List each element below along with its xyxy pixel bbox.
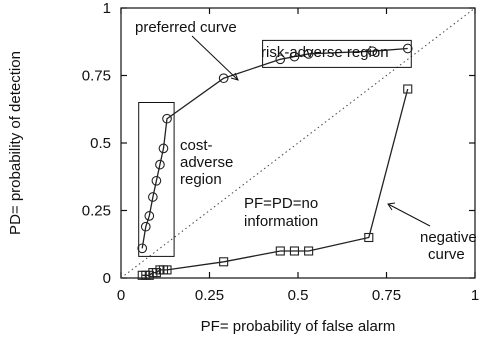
data-point [303,49,314,59]
x-tick-label: 0.5 [288,287,309,304]
data-point [155,159,165,170]
data-point [402,43,413,54]
no-information-annotation-line2: information [244,213,318,230]
x-tick-label: 0.75 [372,287,401,304]
negative-curve-arrow [387,203,431,227]
data-point [289,246,300,256]
data-point [218,73,229,84]
region-box [138,102,175,257]
negative-curve-arrowhead [387,202,396,211]
x-axis-label: PF= probability of false alarm [201,318,396,335]
y-tick-label: 0.75 [82,68,111,85]
no-information-annotation-line1: PF=PD=no [244,195,318,212]
y-tick-label: 0.5 [90,135,111,152]
region-box [262,39,412,68]
cost-adverse-annotation-line1: cost- [180,137,213,154]
y-axis: 0 0.25 0.5 0.75 1 [82,0,475,287]
data-point [275,246,285,256]
data-point [137,243,148,254]
data-point [162,265,172,275]
data-point [148,192,158,202]
region-boxes [138,39,412,257]
x-tick-label: 1 [471,287,479,304]
data-point [219,257,229,267]
data-point [304,246,314,256]
y-axis-label: PD= probability of detection [7,51,24,235]
series-group [137,43,413,280]
negative-curve-annotation-line2: curve [428,246,465,263]
x-tick-label: 0.25 [195,287,224,304]
data-point [162,113,172,124]
cost-adverse-annotation-line3: region [180,171,222,188]
y-tick-label: 1 [103,0,111,17]
negative-curve-annotation-line1: negative [420,229,477,246]
data-point [289,51,300,62]
data-point [140,221,151,232]
data-point [403,84,413,94]
data-point [158,143,169,154]
preferred-curve-annotation: preferred curve [135,19,237,36]
data-point [144,211,155,221]
series-line [141,47,408,249]
data-point [364,232,374,243]
data-point [275,54,286,65]
risk-adverse-annotation: risk-adverse region [261,44,389,61]
y-tick-label: 0 [103,270,111,287]
preferred-curve-arrowhead [230,72,239,81]
data-point [151,175,162,186]
preferred-curve-arrow [191,35,239,81]
x-tick-label: 0 [117,287,125,304]
data-point [367,46,378,57]
y-tick-label: 0.25 [82,203,111,220]
x-axis: 0 0.25 0.5 0.75 1 [117,8,479,304]
cost-adverse-annotation-line2: adverse [180,154,233,171]
